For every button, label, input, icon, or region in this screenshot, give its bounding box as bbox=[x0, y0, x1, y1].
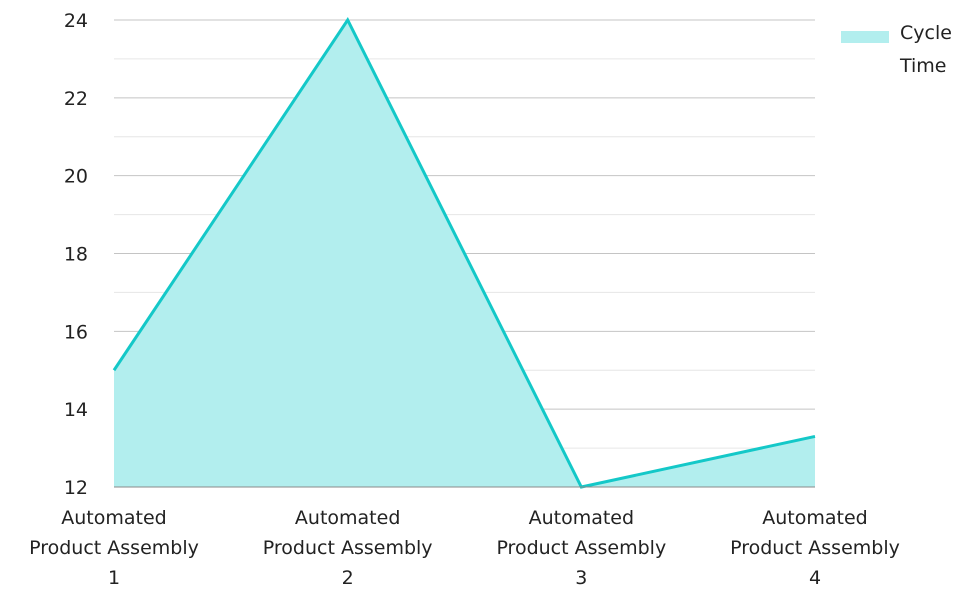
plot-area bbox=[112, 17, 816, 489]
y-tick-label: 14 bbox=[64, 399, 88, 421]
y-tick-label: 16 bbox=[64, 321, 88, 343]
y-tick-label: 18 bbox=[64, 244, 88, 266]
y-tick-label: 12 bbox=[64, 477, 88, 499]
y-tick-label: 20 bbox=[64, 166, 88, 188]
series-line bbox=[112, 17, 816, 489]
x-category-label: Automated Product Assembly 3 bbox=[496, 507, 666, 589]
series-area-fill bbox=[114, 20, 815, 487]
y-tick-label: 22 bbox=[64, 88, 88, 110]
y-tick-label: 24 bbox=[64, 10, 88, 32]
x-axis: Automated Product Assembly 1 Automated Produ… bbox=[29, 507, 900, 589]
x-category-label: Automated Product Assembly 1 bbox=[29, 507, 199, 589]
legend-swatch-fill bbox=[841, 31, 889, 43]
legend-label-line-2: Time bbox=[899, 55, 947, 77]
legend: Cycle Time bbox=[841, 22, 952, 77]
legend-label-line-1: Cycle bbox=[900, 22, 952, 44]
x-category-label: Automated Product Assembly 4 bbox=[730, 507, 900, 589]
x-category-label: Automated Product Assembly 2 bbox=[263, 507, 433, 589]
y-axis: 12 14 16 18 20 22 24 bbox=[64, 10, 88, 499]
